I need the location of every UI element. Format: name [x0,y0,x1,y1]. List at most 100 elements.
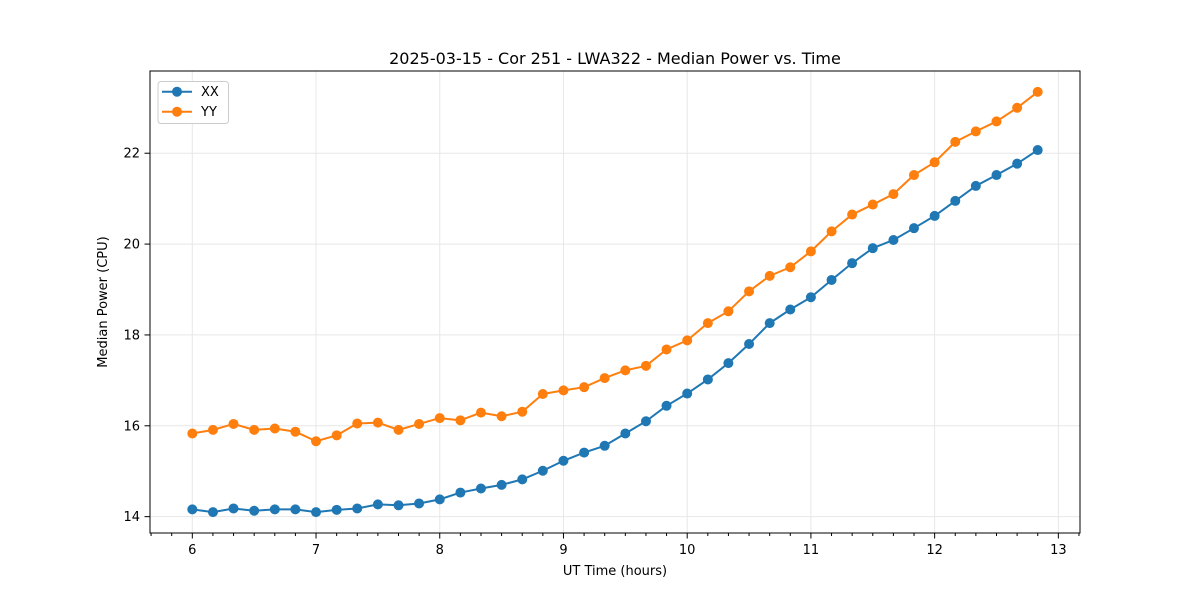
data-point [805,292,816,303]
data-point [682,388,693,399]
data-point [1032,86,1043,97]
data-point [867,199,878,210]
data-point [826,226,837,237]
data-point [496,479,507,490]
data-point [455,487,466,498]
data-point [269,504,280,515]
data-point [950,195,961,206]
data-point [785,304,796,315]
data-point [228,503,239,514]
data-point [393,500,404,511]
x-tick-label: 6 [188,543,196,558]
data-point [352,418,363,429]
legend-item-xx: XX [162,85,219,100]
data-point [950,136,961,147]
data-point [249,505,260,516]
data-point [269,423,280,434]
data-point [661,344,672,355]
data-point [207,507,218,518]
data-point [352,503,363,514]
x-axis-label: UT Time (hours) [563,564,667,579]
data-point [744,286,755,297]
legend-label-yy: YY [200,105,217,120]
data-point [661,400,672,411]
y-axis-label: Median Power (CPU) [96,236,111,367]
data-point [414,418,425,429]
data-point [455,415,466,426]
series-xx-line [192,149,1039,514]
tick-labels: 6 7 8 9 10 11 12 13 14 16 18 20 22 [123,147,1066,558]
data-point [785,262,796,273]
data-point [187,428,198,439]
data-point [640,416,651,427]
data-point [702,374,713,385]
y-tick-label: 14 [123,510,140,525]
y-tick-label: 22 [123,147,140,162]
data-point [599,373,610,384]
data-point [249,424,260,435]
plot-border [149,70,1081,534]
legend-label-xx: XX [201,85,219,100]
x-tick-label: 9 [559,543,567,558]
y-tick-label: 20 [123,238,140,253]
data-point [929,157,940,168]
grid-lines [150,71,1080,533]
series-xx [187,145,1043,518]
series-yy [187,86,1043,447]
data-point [496,411,507,422]
series-layer [187,86,1043,518]
chart-title: 2025-03-15 - Cor 251 - LWA322 - Median P… [389,49,841,68]
data-point [537,388,548,399]
legend: XX YY [157,81,229,124]
data-point [517,474,528,485]
data-point [207,424,218,435]
data-point [434,494,445,505]
data-point [620,428,631,439]
legend-marker-yy [172,106,182,117]
data-point [970,126,981,137]
data-point [599,440,610,451]
x-tick-label: 13 [1050,543,1067,558]
x-tick-label: 11 [803,543,820,558]
data-point [991,170,1002,181]
data-point [908,170,919,181]
data-point [1032,145,1043,156]
data-point [475,407,486,418]
data-point [826,274,837,285]
data-point [764,318,775,329]
data-point [228,418,239,429]
data-point [744,339,755,350]
y-tick-label: 18 [123,328,140,343]
data-point [723,358,734,369]
x-tick-label: 12 [926,543,943,558]
data-point [929,210,940,221]
data-point [393,424,404,435]
data-point [1012,158,1023,169]
data-point [702,318,713,329]
data-point [414,498,425,509]
data-point [620,365,631,376]
data-point [970,180,981,191]
data-point [537,465,548,476]
data-point [991,116,1002,127]
x-tick-label: 7 [312,543,320,558]
data-point [847,258,858,269]
legend-marker-xx [172,86,182,97]
data-point [434,413,445,424]
data-point [311,507,322,518]
data-point [187,504,198,515]
data-point [311,436,322,447]
data-point [682,335,693,346]
data-point [847,209,858,220]
data-point [1012,102,1023,113]
data-point [558,385,569,396]
data-point [805,246,816,257]
data-point [372,417,383,428]
data-point [558,455,569,466]
data-point [888,189,899,200]
data-point [331,430,342,441]
x-tick-label: 10 [679,543,696,558]
data-point [908,223,919,234]
